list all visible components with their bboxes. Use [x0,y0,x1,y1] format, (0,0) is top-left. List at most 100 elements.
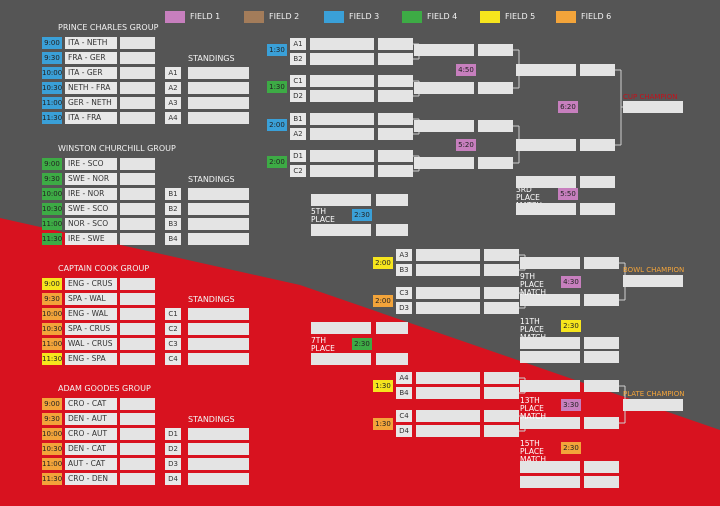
score-slot [120,52,155,64]
legend-label-field-3: FIELD 3 [349,12,380,21]
standing-team-slot [188,443,249,455]
legend-swatch-field-1 [165,11,185,23]
match-time-badge: 10:30 [42,443,63,455]
standing-team-slot [188,323,249,335]
score-slot [120,428,155,440]
match-time-badge: 11:00 [42,458,63,470]
group-title: ADAM GOODES GROUP [58,384,151,393]
plate-qf-time-badge: 1:30 [373,380,393,392]
thirteenth-place-label: 13TH PLACE MATCH [520,396,547,421]
seed-team-slot [310,128,374,140]
seed-score-slot [378,150,413,162]
standing-team-slot [188,188,249,200]
eleventh-place-score-slot [584,337,619,349]
standing-team-slot [188,458,249,470]
standing-code: C1 [165,308,181,320]
score-slot [120,158,155,170]
standing-code: A3 [165,97,181,109]
match-teams: NETH - FRA [65,82,117,94]
standing-code: B3 [165,218,181,230]
legend-label-field-1: FIELD 1 [190,12,221,21]
match-time-badge: 10:30 [42,323,63,335]
score-slot [120,67,155,79]
standings-label: STANDINGS [188,54,235,63]
seed-code: B1 [290,113,306,125]
score-slot [120,188,155,200]
standing-code: D3 [165,458,181,470]
fifteenth-place-slot-2 [520,476,580,488]
score-slot [120,97,155,109]
match-time-badge: 11:30 [42,353,63,365]
bowl-champion-slot [623,275,683,287]
standing-code: A4 [165,112,181,124]
standing-code: D4 [165,473,181,485]
standing-team-slot [188,203,249,215]
legend-swatch-field-3 [324,11,344,23]
match-time-badge: 10:00 [42,188,63,200]
seed-code: C1 [290,75,306,87]
standing-code: D1 [165,428,181,440]
seed-code: D1 [290,150,306,162]
score-slot [120,308,155,320]
match-teams: FRA - GER [65,52,117,64]
seed-team-slot [310,90,374,102]
seed-score-slot [378,113,413,125]
seed-score-slot [378,75,413,87]
seed-team-slot [416,302,480,314]
seed-score-slot [378,90,413,102]
seed-score-slot [378,38,413,50]
fifteenth-place-time-badge: 2:30 [561,442,581,454]
match-teams: DEN - AUT [65,413,117,425]
thirteenth-place-time-badge: 3:30 [561,399,581,411]
seed-code: C2 [290,165,306,177]
standing-code: C4 [165,353,181,365]
seed-code: A1 [290,38,306,50]
score-slot [120,82,155,94]
bowl-qf-time-badge: 2:00 [373,295,393,307]
seed-score-slot [378,128,413,140]
seed-team-slot [310,113,374,125]
score-slot [120,173,155,185]
legend-swatch-field-5 [480,11,500,23]
seventh-place-slot [311,322,371,334]
seed-score-slot [484,387,519,399]
standing-code: B1 [165,188,181,200]
legend-label-field-6: FIELD 6 [581,12,612,21]
score-slot [120,278,155,290]
seed-score-slot [484,287,519,299]
match-time-badge: 10:30 [42,203,63,215]
score-slot [120,233,155,245]
match-teams: DEN - CAT [65,443,117,455]
match-time-badge: 9:00 [42,398,62,410]
seed-team-slot [416,410,480,422]
fifth-place-score-slot [376,194,408,206]
match-teams: IRE - SWE [65,233,117,245]
fifth-place-slot-2 [311,224,371,236]
match-time-badge: 9:00 [42,158,62,170]
seed-code: D4 [396,425,412,437]
quarterfinal-time-badge: 2:00 [267,119,287,131]
plate-final-slot [520,417,580,429]
seed-code: A4 [396,372,412,384]
score-slot [120,443,155,455]
match-teams: CRO - AUT [65,428,117,440]
standing-code: B4 [165,233,181,245]
standing-team-slot [188,338,249,350]
plate-champion-label: PLATE CHAMPION [623,390,685,398]
semifinal-score-slot [478,157,513,169]
legend-label-field-2: FIELD 2 [269,12,300,21]
standing-code: A1 [165,67,181,79]
seed-team-slot [416,249,480,261]
bowl-champion-label: BOWL CHAMPION [623,266,685,274]
quarterfinal-time-badge: 1:30 [267,44,287,56]
semifinal-team-slot [414,157,474,169]
score-slot [120,473,155,485]
semifinal-score-slot [478,120,513,132]
third-place-score-slot-top [580,176,615,188]
seed-team-slot [416,287,480,299]
semifinal-team-slot [414,120,474,132]
seed-code: B3 [396,264,412,276]
match-teams: CRO - CAT [65,398,117,410]
group-title: CAPTAIN COOK GROUP [58,264,150,273]
seed-team-slot [310,165,374,177]
